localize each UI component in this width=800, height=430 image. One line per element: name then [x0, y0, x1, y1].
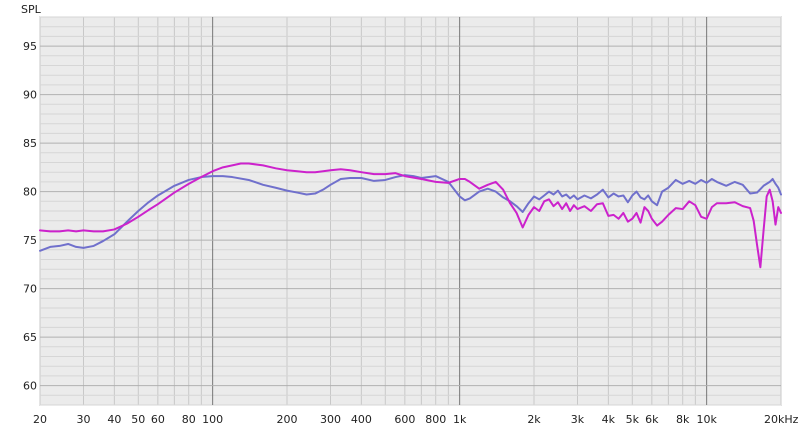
x-tick-label: 10k — [696, 413, 717, 426]
y-tick-label: 60 — [23, 380, 37, 393]
y-tick-label: 80 — [23, 186, 37, 199]
y-axis-tick-labels: 60 65 70 75 80 85 90 95 — [23, 40, 37, 393]
x-tick-label: 20kHz — [764, 413, 799, 426]
x-tick-label: 400 — [351, 413, 372, 426]
x-tick-label: 5k — [626, 413, 640, 426]
grid-minor — [39, 16, 782, 406]
x-tick-label: 30 — [76, 413, 90, 426]
x-tick-label: 40 — [107, 413, 121, 426]
x-tick-label: 1k — [453, 413, 467, 426]
x-tick-label: 300 — [320, 413, 341, 426]
x-tick-label: 800 — [425, 413, 446, 426]
y-tick-label: 85 — [23, 137, 37, 150]
x-tick-label: 600 — [394, 413, 415, 426]
x-axis-tick-labels: 20 30 40 50 60 80 100 200 300 400 600 800 1k 2k 3k 4k 5k… — [33, 413, 799, 426]
x-tick-label: 50 — [131, 413, 145, 426]
y-tick-label: 70 — [23, 283, 37, 296]
x-tick-label: 100 — [202, 413, 223, 426]
x-tick-label: 6k — [645, 413, 659, 426]
series-layer — [39, 162, 782, 269]
x-tick-label: 20 — [33, 413, 47, 426]
y-axis-label: SPL — [21, 3, 42, 16]
y-tick-label: 90 — [23, 89, 37, 102]
series-line-1 — [39, 174, 782, 252]
y-tick-label: 65 — [23, 331, 37, 344]
x-tick-label: 60 — [151, 413, 165, 426]
y-tick-label: 95 — [23, 40, 37, 53]
x-tick-label: 4k — [602, 413, 616, 426]
x-tick-label: 8k — [676, 413, 690, 426]
x-tick-label: 200 — [277, 413, 298, 426]
x-tick-label: 3k — [571, 413, 585, 426]
series-line-2 — [39, 162, 782, 269]
grid-major — [40, 17, 781, 405]
y-tick-label: 75 — [23, 234, 37, 247]
x-tick-label: 80 — [182, 413, 196, 426]
x-tick-label: 2k — [527, 413, 541, 426]
